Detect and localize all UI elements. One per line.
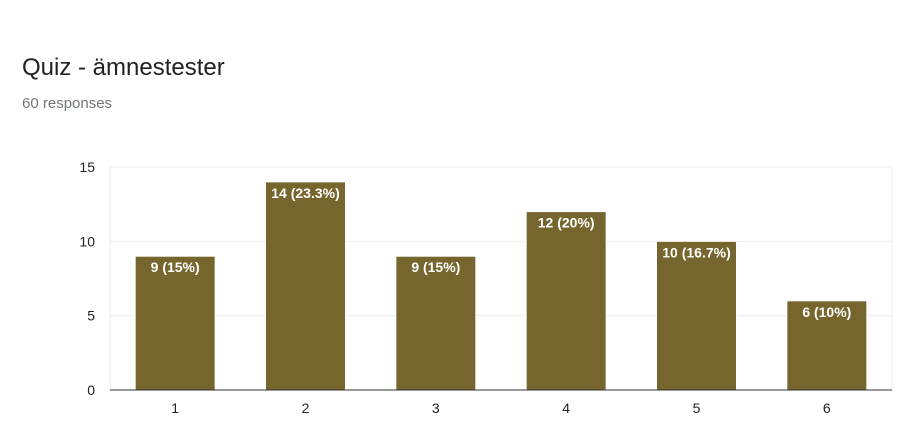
data-label-3: 9 (15%) (411, 259, 460, 275)
data-label-6: 6 (10%) (802, 304, 851, 320)
chart-title: Quiz - ämnestester (22, 54, 225, 81)
y-axis-ticks: 0 5 10 15 (79, 159, 95, 398)
bar-2[interactable] (265, 181, 346, 391)
x-tick-label: 2 (302, 400, 310, 416)
bar-4[interactable] (525, 211, 607, 391)
response-count: 60 responses (22, 95, 113, 112)
bar-1[interactable] (134, 255, 216, 391)
y-tick-label: 0 (87, 382, 95, 398)
x-tick-label: 3 (432, 400, 440, 416)
data-label-1: 9 (15%) (151, 259, 200, 275)
x-tick-label: 6 (823, 400, 831, 416)
data-label-4: 12 (20%) (538, 215, 595, 231)
data-label-5: 10 (16.7%) (662, 244, 730, 260)
y-tick-label: 15 (79, 159, 95, 175)
x-tick-label: 1 (171, 400, 179, 416)
y-tick-label: 10 (79, 233, 95, 249)
bar-3[interactable] (395, 255, 477, 391)
bars (134, 181, 868, 391)
bar-5[interactable] (656, 240, 737, 391)
x-axis-ticks: 1 2 3 4 5 6 (171, 400, 831, 416)
x-tick-label: 5 (693, 400, 701, 416)
data-labels: 9 (15%) 14 (23.3%) 9 (15%) 12 (20%) 10 (16.7… (151, 185, 852, 320)
data-label-2: 14 (23.3%) (271, 185, 339, 201)
x-tick-label: 4 (562, 400, 570, 416)
gridlines (109, 166, 893, 390)
y-tick-label: 5 (87, 308, 95, 324)
